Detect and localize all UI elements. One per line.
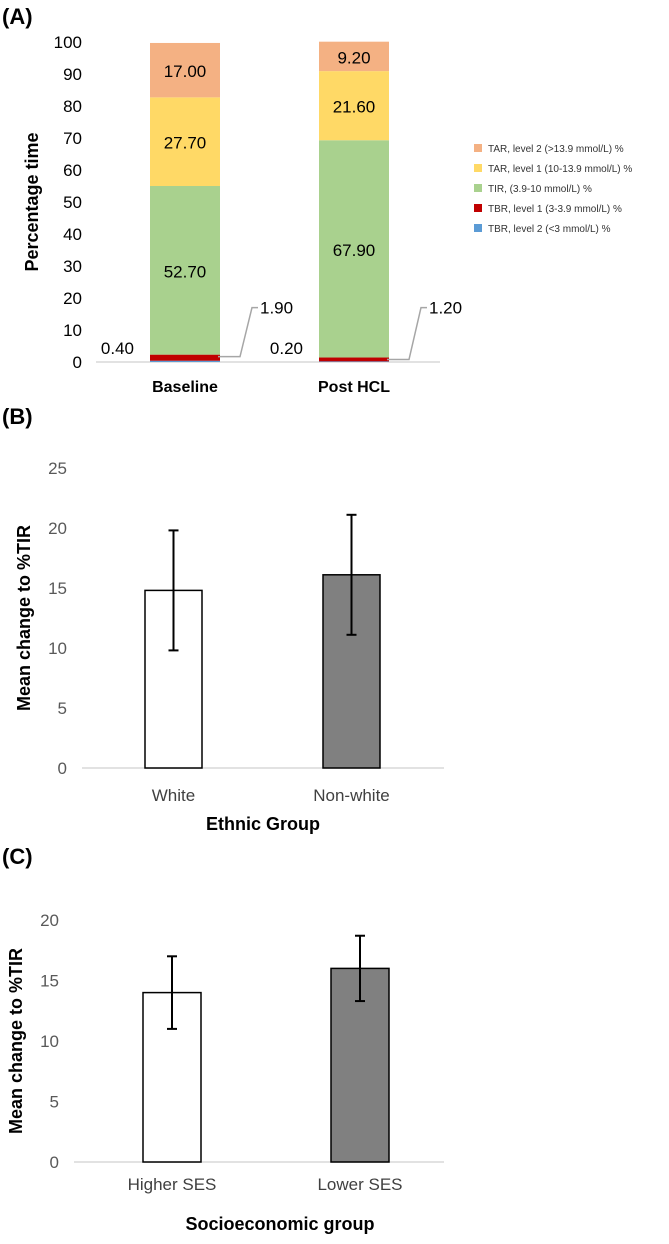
- y-tick-label: 20: [63, 289, 82, 308]
- y-tick-label: 20: [48, 519, 67, 538]
- y-tick-label: 70: [63, 129, 82, 148]
- stacked-bar-segment: [319, 357, 389, 362]
- stacked-bar-segment: [150, 360, 220, 362]
- stacked-bar-segment: [150, 354, 220, 361]
- stacked-bar-segment: [319, 41, 389, 72]
- callout-line: [218, 306, 258, 358]
- panel-a-stacked-chart: (A) Percentage time 0 10 20 30 40 50 60 70 80 90 100…: [0, 0, 669, 400]
- data-label: 27.70: [164, 134, 207, 153]
- stacked-bar-segment: [150, 42, 220, 98]
- stacked-bar-segment: [150, 186, 220, 355]
- y-tick-label: 10: [48, 639, 67, 658]
- y-tick-label: 10: [63, 321, 82, 340]
- legend-swatch: [474, 164, 482, 172]
- data-label: 0.40: [101, 339, 134, 358]
- legend-swatch: [474, 224, 482, 232]
- y-tick-label: 10: [40, 1032, 59, 1051]
- data-label: 1.90: [260, 299, 293, 318]
- legend-label: TBR, level 1 (3-3.9 mmol/L) %: [488, 204, 622, 215]
- y-tick-label: 20: [40, 911, 59, 930]
- panel-b-ethnic-chart: (B) Mean change to %TIR 0 5 10 15 20 25 White Non…: [0, 400, 669, 840]
- y-tick-label: 60: [63, 161, 82, 180]
- y-tick-label: 100: [54, 33, 82, 52]
- y-tick-label: 0: [50, 1153, 59, 1172]
- chart-a-svg: (A) Percentage time 0 10 20 30 40 50 60 70 80 90 100…: [2, 4, 632, 396]
- y-tick-label: 15: [40, 972, 59, 991]
- y-tick-label: 5: [50, 1093, 59, 1112]
- stacked-bar-segment: [319, 140, 389, 358]
- legend-swatch: [474, 184, 482, 192]
- data-label: 67.90: [333, 241, 376, 260]
- data-label: 9.20: [337, 48, 370, 67]
- stacked-bar-segment: [150, 97, 220, 186]
- y-axis-title: Mean change to %TIR: [6, 948, 26, 1134]
- y-tick-label: 30: [63, 257, 82, 276]
- panel-label: (B): [2, 404, 33, 429]
- legend-swatch: [474, 144, 482, 152]
- stacked-bar-segment: [319, 71, 389, 141]
- y-axis-title: Mean change to %TIR: [14, 525, 34, 711]
- legend-label: TAR, level 2 (>13.9 mmol/L) %: [488, 144, 624, 155]
- legend-swatch: [474, 204, 482, 212]
- x-tick-label: Baseline: [152, 379, 218, 396]
- callout-line: [387, 306, 427, 361]
- panel-label: (C): [2, 844, 33, 869]
- x-tick-label: Lower SES: [317, 1175, 402, 1194]
- data-label: 1.20: [429, 299, 462, 318]
- x-tick-label: Higher SES: [128, 1175, 217, 1194]
- y-tick-label: 80: [63, 97, 82, 116]
- x-tick-label: Post HCL: [318, 379, 390, 396]
- data-label: 21.60: [333, 98, 376, 117]
- y-tick-label: 50: [63, 193, 82, 212]
- y-tick-label: 90: [63, 65, 82, 84]
- y-tick-label: 15: [48, 579, 67, 598]
- data-label: 0.20: [270, 339, 303, 358]
- y-axis-title: Percentage time: [22, 132, 42, 271]
- x-tick-label: Non-white: [313, 786, 390, 805]
- legend-label: TIR, (3.9-10 mmol/L) %: [488, 184, 592, 195]
- y-tick-label: 25: [48, 459, 67, 478]
- data-label: 17.00: [164, 62, 207, 81]
- chart-b-svg: (B) Mean change to %TIR 0 5 10 15 20 25 White Non…: [2, 404, 444, 834]
- panel-c-ses-chart: (C) Mean change to %TIR 0 5 10 15 20 Higher SES…: [0, 840, 669, 1244]
- y-tick-label: 40: [63, 225, 82, 244]
- y-tick-label: 0: [73, 353, 82, 372]
- stacked-bar-segment: [319, 361, 389, 362]
- legend-label: TBR, level 2 (<3 mmol/L) %: [488, 224, 611, 235]
- y-tick-label: 0: [58, 759, 67, 778]
- chart-c-svg: (C) Mean change to %TIR 0 5 10 15 20 Higher SES…: [2, 844, 444, 1234]
- y-tick-label: 5: [58, 699, 67, 718]
- legend-label: TAR, level 1 (10-13.9 mmol/L) %: [488, 164, 632, 175]
- x-axis-title: Ethnic Group: [206, 814, 320, 834]
- panel-label: (A): [2, 4, 33, 29]
- x-tick-label: White: [152, 786, 195, 805]
- data-label: 52.70: [164, 262, 207, 281]
- x-axis-title: Socioeconomic group: [185, 1214, 374, 1234]
